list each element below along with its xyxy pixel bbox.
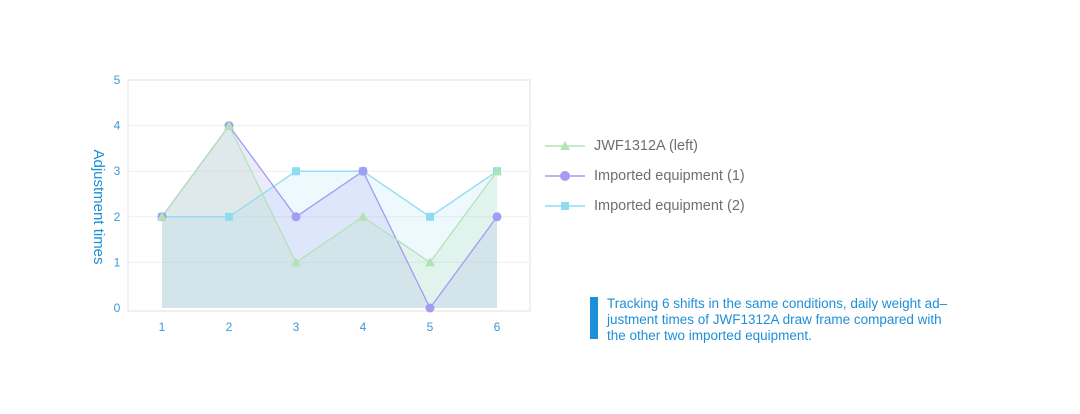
series-line [161, 124, 498, 264]
data-point-triangle [224, 120, 234, 130]
series-line [162, 170, 498, 218]
x-tick-label: 6 [494, 320, 501, 334]
legend-label: Imported equipment (2) [594, 198, 745, 214]
x-tick-label: 3 [293, 320, 300, 334]
circle-marker-icon [545, 171, 585, 181]
legend-item-imported-1[interactable]: Imported equipment (1) [545, 161, 745, 191]
data-point-square [225, 212, 233, 221]
chart-caption: Tracking 6 shifts in the same conditions… [590, 296, 1030, 344]
x-tick-label: 5 [427, 320, 434, 334]
caption-line: the other two imported equipment. [607, 328, 812, 343]
x-tick-label: 1 [159, 320, 166, 334]
series-lines [161, 124, 498, 310]
caption-text: Tracking 6 shifts in the same conditions… [607, 296, 947, 344]
legend-label: JWF1312A (left) [594, 138, 698, 154]
data-point-triangle [291, 257, 301, 267]
y-tick-label: 1 [114, 255, 121, 269]
x-tick-label: 4 [360, 320, 367, 334]
y-tick-label: 3 [114, 164, 121, 178]
y-tick-label: 0 [114, 301, 121, 315]
data-point-square [292, 167, 300, 176]
series-area [162, 125, 497, 308]
chart-legend: JWF1312A (left) Imported equipment (1) I… [545, 131, 745, 221]
data-point-triangle [358, 211, 368, 221]
plot-area [127, 79, 531, 312]
data-point-circle [358, 166, 368, 176]
legend-item-imported-2[interactable]: Imported equipment (2) [545, 191, 745, 221]
caption-line: Tracking 6 shifts in the same conditions… [607, 296, 948, 311]
data-point-triangle [157, 211, 167, 221]
y-tick-label: 4 [114, 119, 121, 133]
data-point-triangle [425, 257, 435, 267]
x-tick-labels: 1 2 3 4 5 6 [159, 320, 501, 334]
series-markers [157, 120, 502, 313]
triangle-marker-icon [545, 141, 585, 150]
legend-label: Imported equipment (1) [594, 168, 745, 184]
y-tick-label: 5 [114, 73, 121, 87]
y-tick-label: 2 [114, 210, 121, 224]
legend-item-jwf1312a[interactable]: JWF1312A (left) [545, 131, 745, 161]
data-point-circle [291, 212, 301, 222]
caption-line: justment times of JWF1312A draw frame co… [607, 312, 942, 327]
y-tick-labels: 0 1 2 3 4 5 [114, 73, 121, 315]
data-point-square [426, 212, 434, 221]
data-point-circle [492, 212, 502, 222]
square-marker-icon [545, 202, 585, 210]
x-tick-label: 2 [226, 320, 233, 334]
series-area [162, 125, 497, 308]
y-axis-title: Adjustment times [90, 149, 107, 264]
data-point-triangle [492, 166, 502, 176]
caption-accent-bar [590, 297, 598, 339]
data-point-circle [425, 303, 435, 313]
